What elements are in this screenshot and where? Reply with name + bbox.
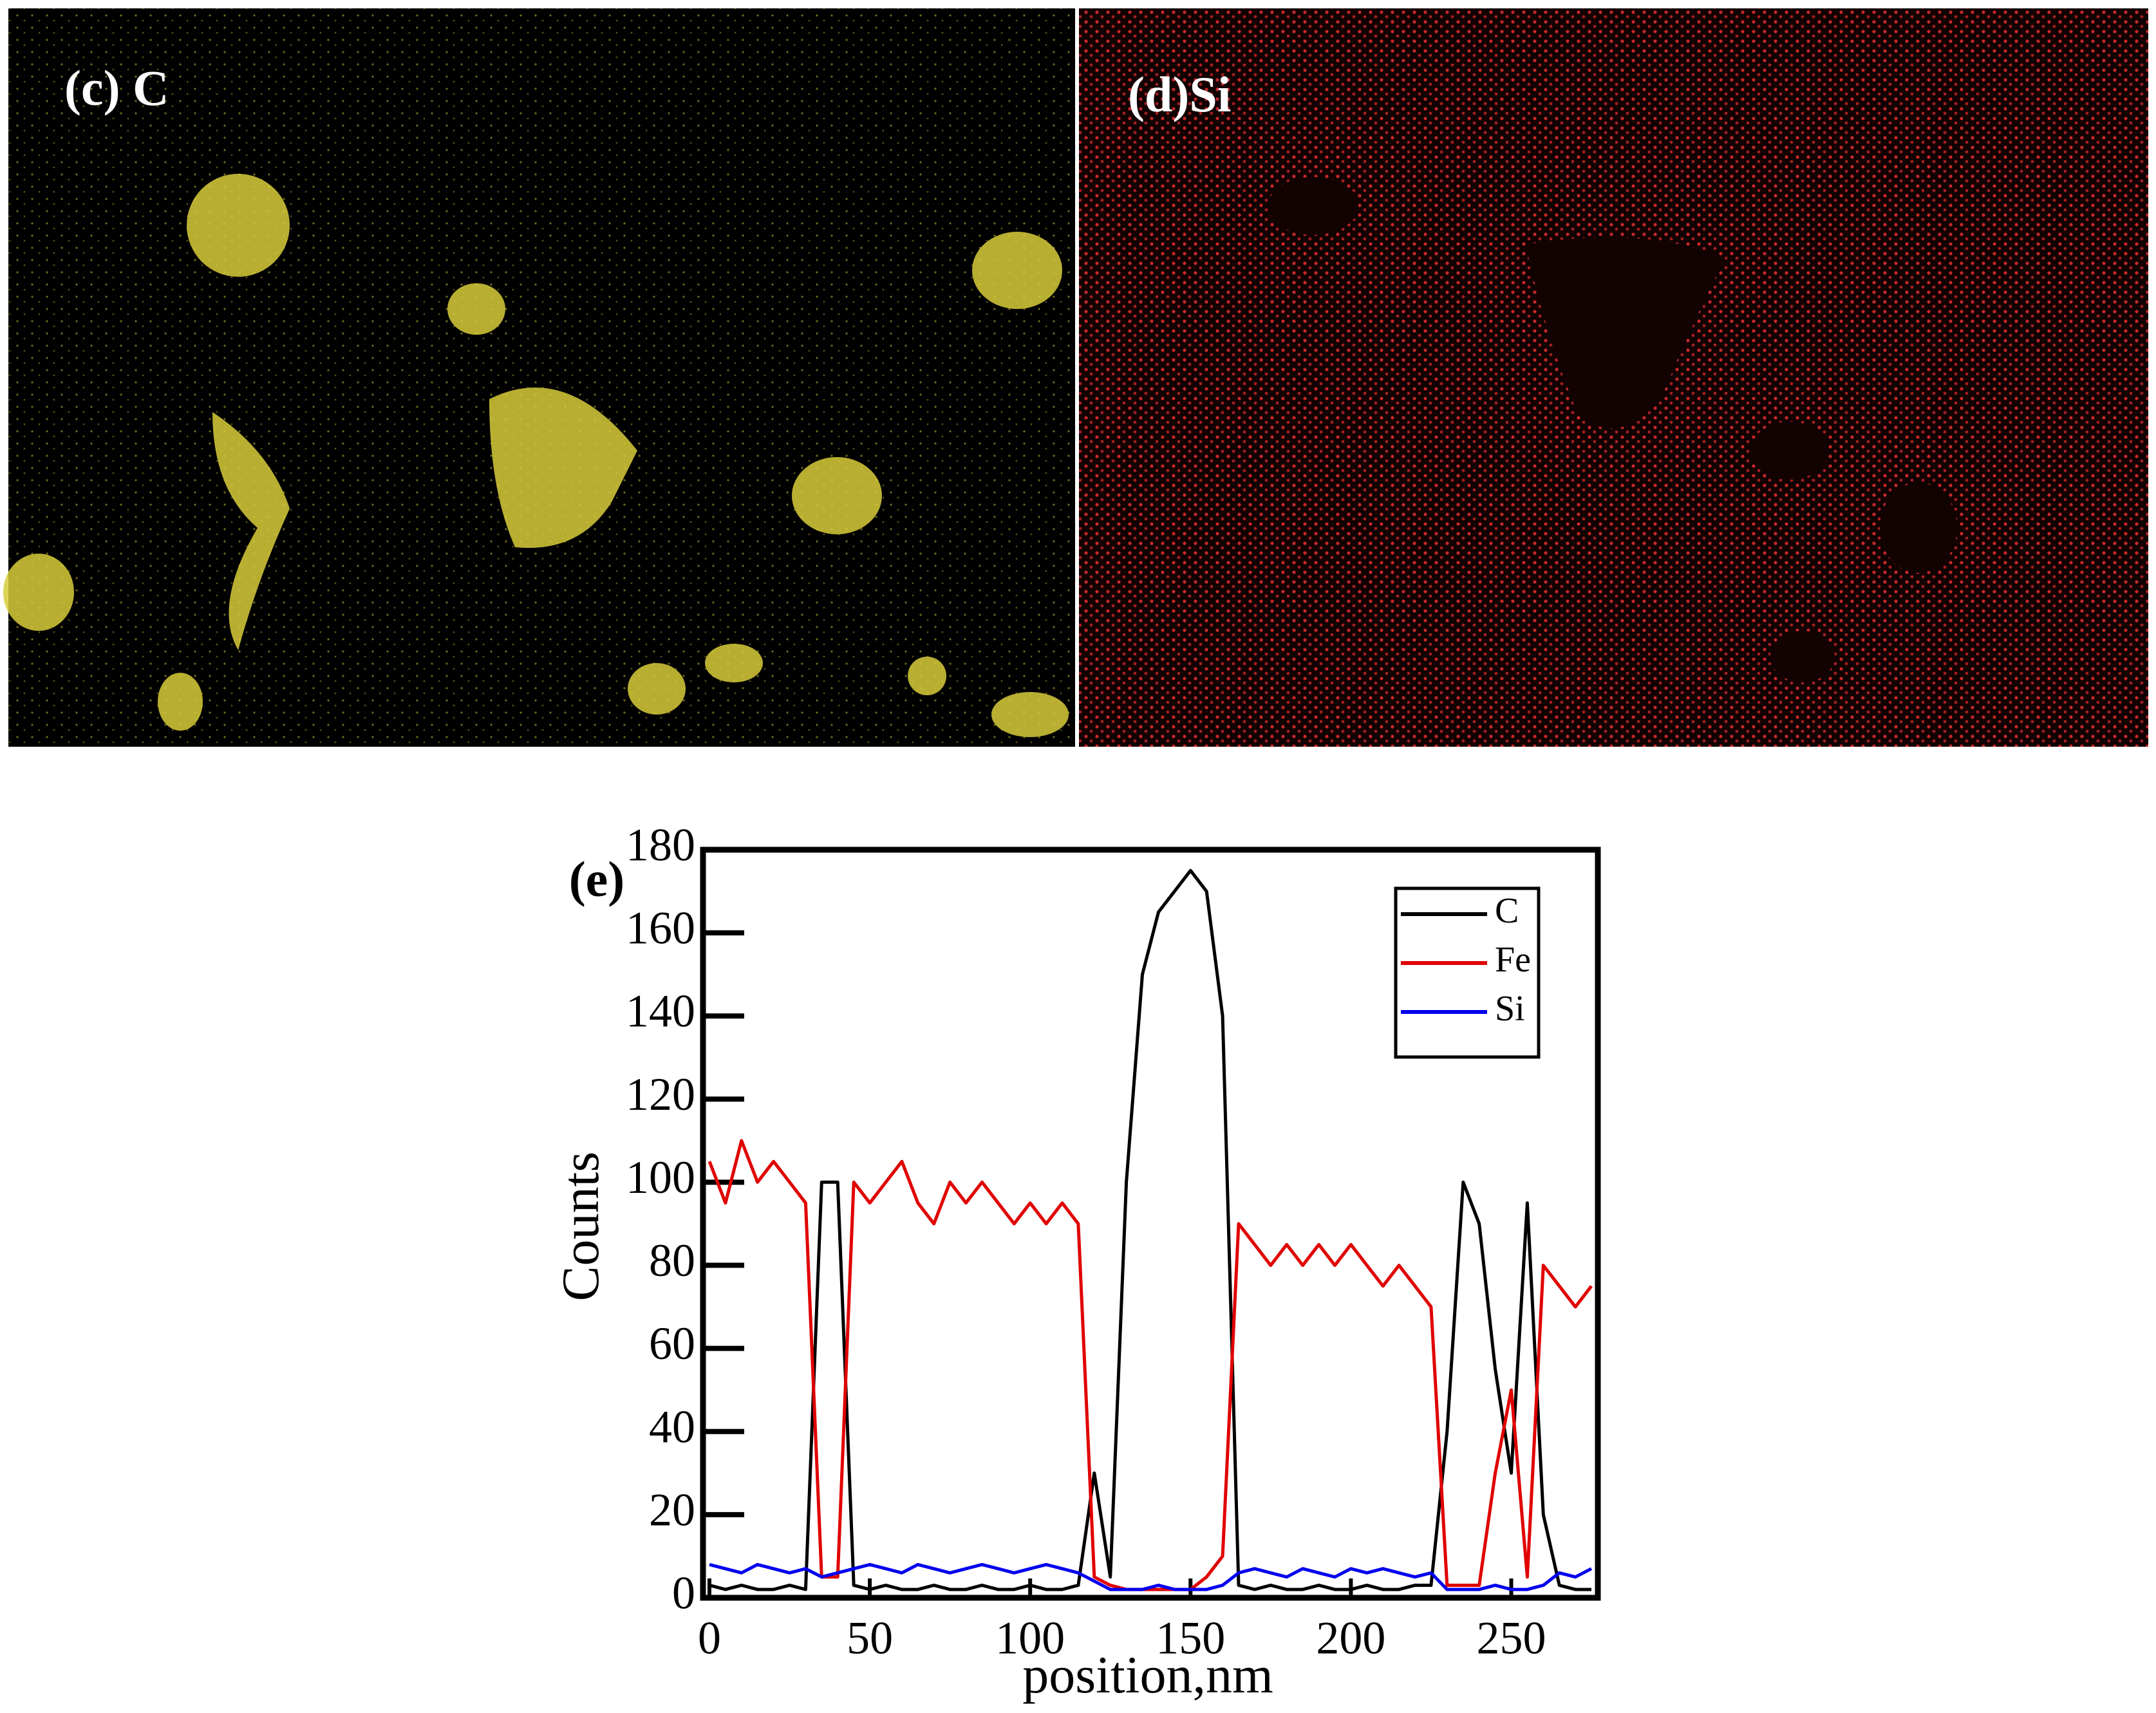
series-line — [709, 1562, 1593, 1591]
x-tick-label: 250 — [1476, 1613, 1546, 1664]
legend-label: Fe — [1495, 940, 1531, 980]
legend-label: Si — [1495, 989, 1525, 1029]
legend-box — [1394, 886, 1541, 1059]
carbon-regions — [3, 174, 1069, 737]
silicon-voids — [1268, 177, 1957, 682]
y-tick-label: 120 — [626, 1069, 695, 1120]
x-tick-label: 50 — [847, 1613, 893, 1664]
y-tick-label: 40 — [649, 1401, 695, 1452]
y-tick-label: 100 — [626, 1152, 695, 1203]
series-line — [708, 1139, 1593, 1591]
panel-label: (e) — [569, 851, 625, 907]
panel-label: (c) C — [64, 60, 169, 116]
y-axis-title: Counts — [551, 1152, 610, 1301]
y-tick-label: 20 — [649, 1484, 695, 1535]
y-tick-label: 160 — [626, 903, 695, 954]
y-tick-label: 60 — [649, 1318, 695, 1369]
map-si: (d)Si — [1079, 8, 2148, 747]
map-c: (c) C — [3, 8, 1075, 747]
x-tick-label: 200 — [1316, 1613, 1385, 1664]
y-tick-label: 140 — [626, 986, 695, 1037]
map-background — [8, 8, 1075, 747]
legend-label: C — [1495, 891, 1519, 931]
panel-label: (d)Si — [1128, 66, 1231, 122]
plot-frame — [700, 847, 1601, 1601]
line-chart: (e) Counts position,nm 0 20 40 60 80 100 120 14… — [551, 819, 1601, 1704]
y-tick-label: 80 — [649, 1235, 695, 1286]
y-tick-label: 180 — [626, 819, 695, 871]
series-line — [709, 868, 1591, 1591]
y-tick-label: 0 — [672, 1568, 695, 1619]
x-tick-label: 0 — [698, 1613, 721, 1664]
x-axis-title: position,nm — [1022, 1645, 1273, 1704]
x-tick-label: 150 — [1156, 1613, 1225, 1664]
x-tick-label: 100 — [995, 1613, 1065, 1664]
